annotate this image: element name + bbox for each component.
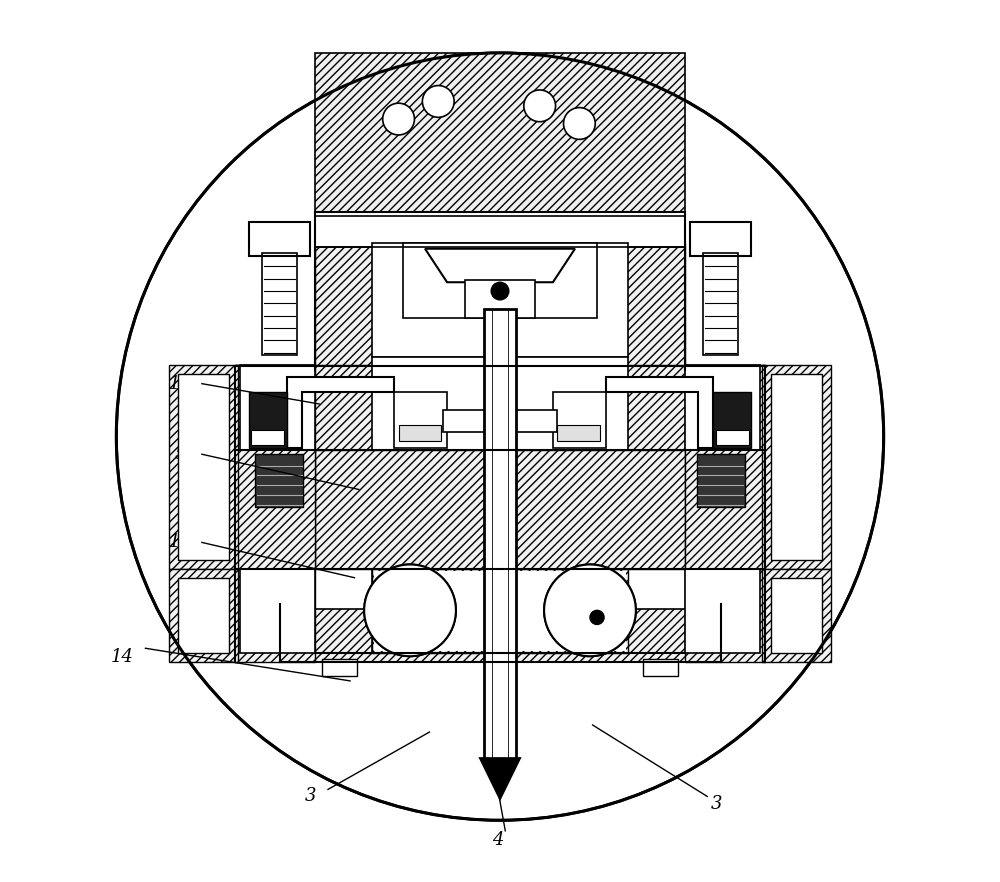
Circle shape [564,108,595,139]
Bar [690,222,751,256]
Circle shape [565,586,615,635]
Bar [315,212,685,247]
Bar [178,578,229,653]
Polygon shape [425,249,575,282]
Bar [372,569,628,653]
Bar [771,578,822,653]
Bar [403,243,597,318]
Text: 11: 11 [169,375,192,392]
Bar [762,365,831,569]
Bar [713,392,751,448]
Bar [315,450,685,569]
Bar [488,653,496,688]
Bar [240,569,315,653]
Bar [315,243,685,370]
Polygon shape [287,377,394,448]
Polygon shape [606,377,713,448]
Bar [372,569,628,653]
Text: 5: 5 [175,445,186,463]
Bar [322,659,357,676]
Circle shape [364,564,456,656]
Text: 3: 3 [710,796,722,813]
Bar [716,430,749,445]
Bar [496,357,628,450]
Bar [251,430,284,445]
Text: 4: 4 [492,831,504,848]
Bar [249,392,287,448]
Circle shape [544,564,636,656]
Bar [443,410,557,432]
Bar [771,374,822,560]
Text: 15: 15 [169,534,192,551]
Bar [685,569,765,662]
Bar [762,569,831,662]
Text: 3: 3 [305,787,316,804]
Bar [262,253,297,355]
Bar [315,212,685,247]
Bar [703,253,738,355]
Bar [685,365,765,569]
Bar [249,222,310,256]
Bar [553,392,606,448]
Bar [235,569,315,662]
Bar [685,569,760,653]
Circle shape [383,103,414,135]
Bar [178,374,229,560]
Text: 14: 14 [111,648,134,666]
Bar [169,365,238,569]
Circle shape [544,564,636,656]
Bar [280,609,720,662]
Bar [372,357,504,450]
Circle shape [422,86,454,117]
Bar [465,280,535,318]
Circle shape [385,586,435,635]
Bar [557,425,600,441]
Bar [235,365,765,450]
Bar [372,243,628,357]
Bar [697,454,745,507]
Bar [255,454,303,507]
Bar [643,659,678,676]
Bar [685,365,760,450]
Bar [504,653,512,688]
Circle shape [491,282,509,300]
Circle shape [364,564,456,656]
Circle shape [494,761,506,774]
Bar [240,365,315,450]
Circle shape [524,90,556,122]
Bar [484,309,516,759]
Polygon shape [481,759,519,798]
Bar [394,392,447,448]
Circle shape [116,53,884,820]
Bar [374,571,626,651]
Bar [169,569,238,662]
Circle shape [590,610,604,624]
Bar [315,53,685,216]
Bar [235,365,315,569]
Bar [399,425,441,441]
